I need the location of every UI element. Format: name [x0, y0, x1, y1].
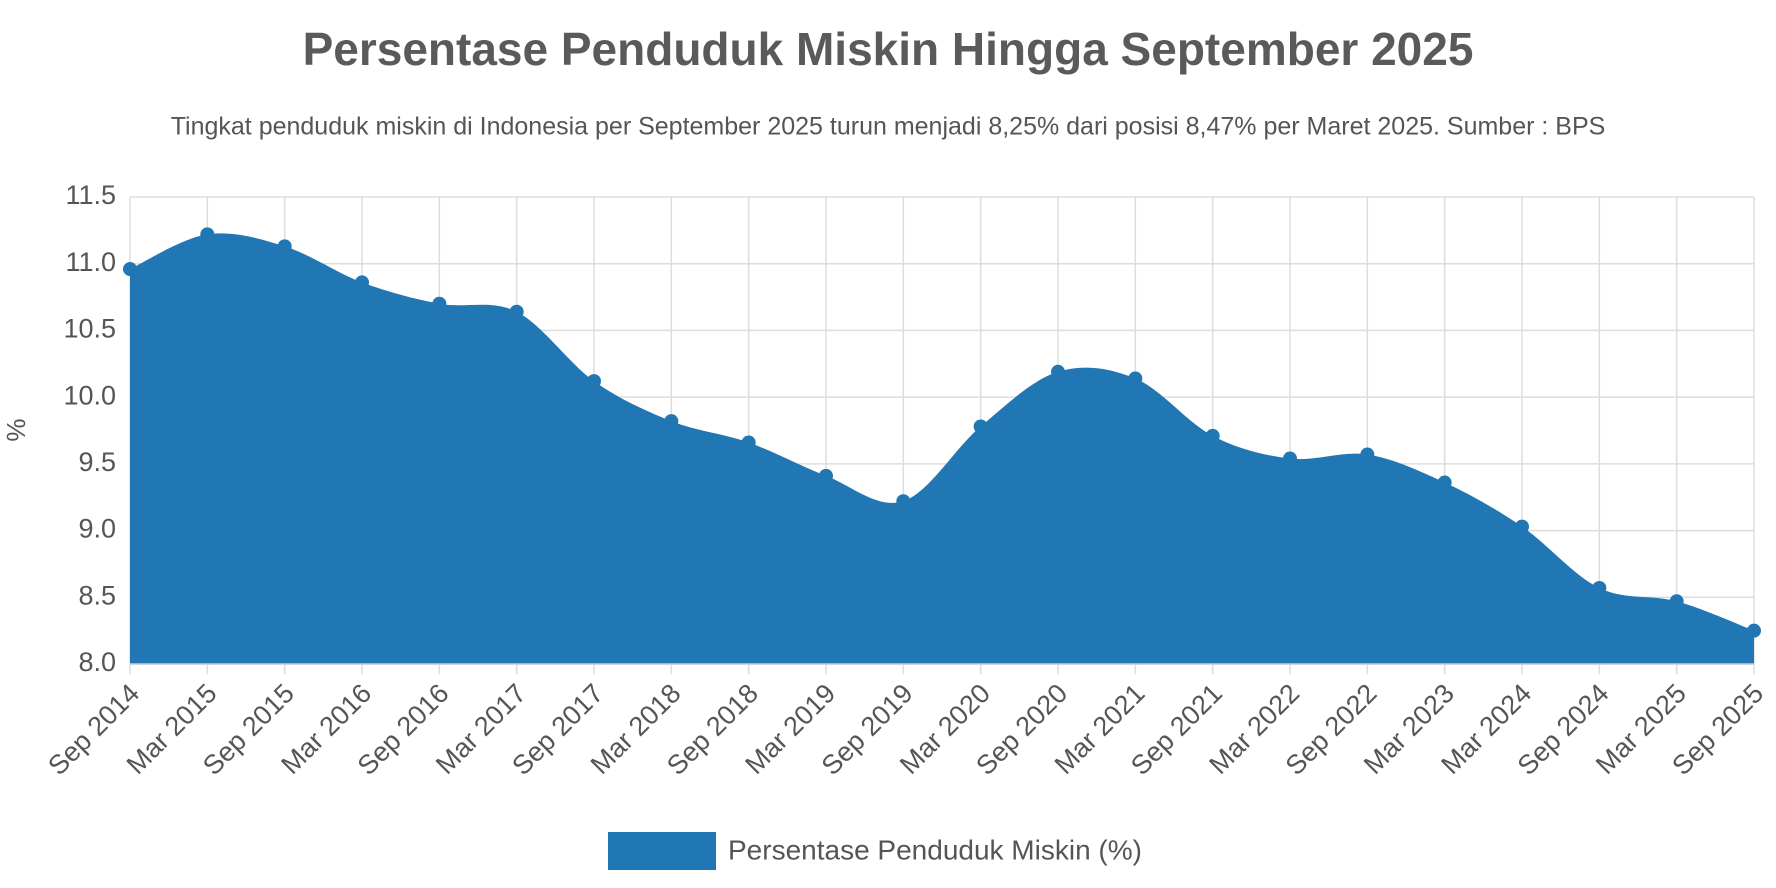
point: [1437, 475, 1452, 490]
point: [819, 468, 833, 483]
point: [277, 239, 292, 254]
point: [1592, 580, 1607, 595]
y-tick-label: 8.0: [78, 647, 116, 677]
point: [1747, 623, 1761, 638]
point: [664, 414, 679, 429]
point: [432, 296, 447, 311]
point: [1051, 364, 1065, 379]
point: [741, 435, 756, 450]
y-tick-label: 9.5: [78, 447, 116, 477]
y-tick-label: 10.0: [63, 380, 116, 410]
point: [1515, 519, 1529, 534]
y-tick-label: 8.5: [78, 580, 116, 610]
y-tick-label: 10.5: [63, 314, 116, 344]
point: [1360, 447, 1375, 462]
point: [896, 494, 911, 509]
chart-subtitle: Tingkat penduduk miskin di Indonesia per…: [171, 113, 1606, 141]
point: [1669, 594, 1684, 609]
point: [200, 227, 215, 242]
point: [1205, 428, 1220, 443]
legend-label: Persentase Penduduk Miskin (%): [728, 834, 1142, 865]
legend-swatch: [608, 832, 716, 870]
point: [1128, 371, 1143, 386]
y-tick-label: 9.0: [78, 514, 116, 544]
y-tick-label: 11.0: [65, 247, 116, 277]
y-axis-label: %: [1, 418, 31, 441]
point: [509, 304, 524, 319]
point: [355, 275, 369, 290]
point: [973, 419, 988, 434]
y-tick-label: 11.5: [65, 180, 116, 210]
area: [130, 233, 1754, 664]
point: [587, 374, 601, 389]
chart-title: Persentase Penduduk Miskin Hingga Septem…: [303, 23, 1474, 75]
point: [1283, 451, 1297, 466]
point: [123, 262, 137, 277]
